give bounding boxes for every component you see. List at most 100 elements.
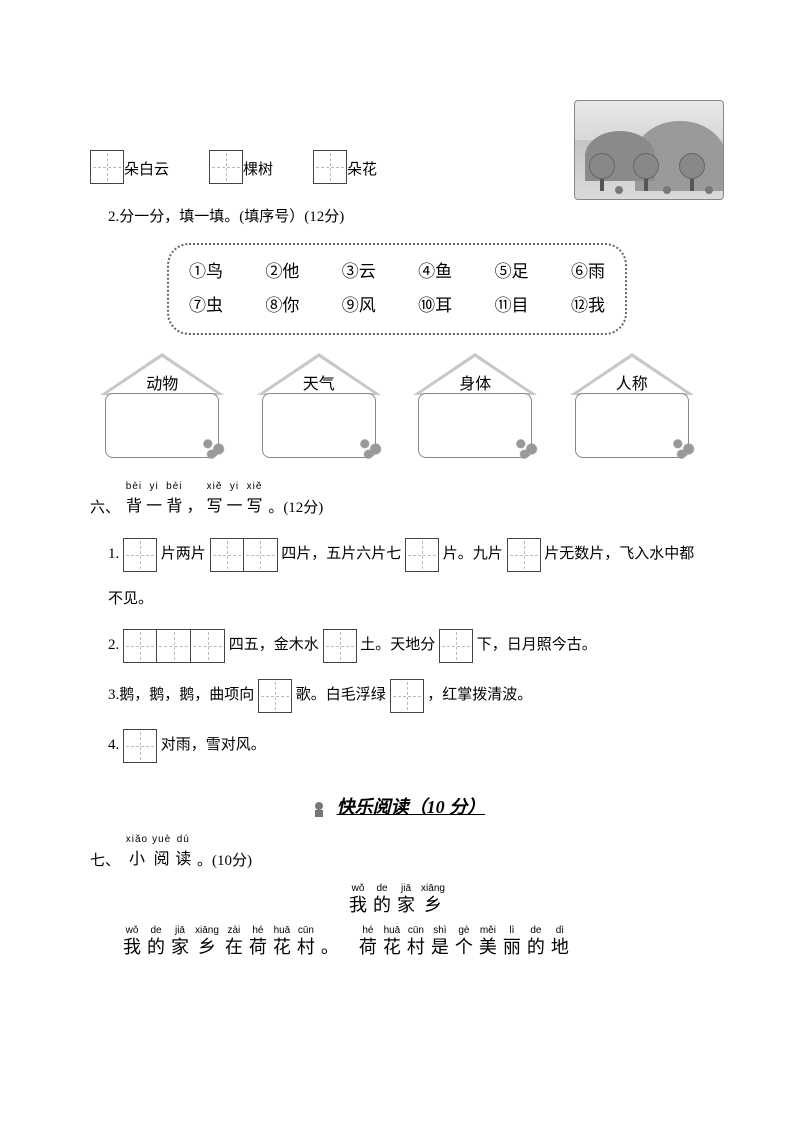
- word-bank: ①鸟 ②他 ③云 ④鱼 ⑤足 ⑥雨 ⑦虫 ⑧你 ⑨风 ⑩耳 ⑪目 ⑫我: [167, 243, 627, 335]
- section7-head: 七、 xiǎo小yuè阅dú读 。(10分): [90, 835, 704, 875]
- pinyin-char: hé荷: [249, 925, 267, 959]
- pinyin-char: yi一: [227, 482, 243, 522]
- section-number: 六、: [90, 500, 120, 516]
- house-label: 动物: [97, 371, 227, 400]
- answer-box[interactable]: [123, 729, 157, 763]
- line-part: 片无数片，飞入水中都: [544, 546, 694, 562]
- house-label: 天气: [254, 371, 384, 400]
- line-part: 下，日月照今古。: [477, 637, 597, 653]
- q6-line1: 1. 片两片 四片，五片六片七 片。九片 片无数片，飞入水中都: [108, 536, 704, 572]
- answer-box[interactable]: [123, 538, 157, 572]
- word-bank-row2: ⑦虫 ⑧你 ⑨风 ⑩耳 ⑪目 ⑫我: [189, 289, 605, 323]
- line-part: 片。九片: [443, 546, 503, 562]
- house-pronoun[interactable]: 人称: [567, 353, 697, 458]
- answer-box[interactable]: [123, 629, 157, 663]
- section6-head: 六、 bèi背yi一bèi背 ，xiě写yi一xiě写 。(12分): [90, 482, 704, 522]
- pinyin-char: zài在: [225, 925, 243, 959]
- pinyin-char: xiě写: [207, 482, 223, 522]
- passage-para1: wǒ我de的jiā家xiāng乡zài在hé荷huā花cūn村 。hé荷huā花…: [120, 925, 704, 959]
- answer-box[interactable]: [191, 629, 225, 663]
- section7-tail: 。(10分): [197, 853, 252, 869]
- wb-item: ⑥雨: [571, 255, 605, 289]
- pinyin-char: shì是: [431, 925, 449, 959]
- pinyin-char: měi美: [479, 925, 497, 959]
- line-part: 4.: [108, 737, 123, 753]
- box-item-3: 朵花: [313, 150, 377, 184]
- house-body[interactable]: 身体: [410, 353, 540, 458]
- answer-box[interactable]: [439, 629, 473, 663]
- box-item-1: 朵白云: [90, 150, 169, 184]
- answer-box[interactable]: [323, 629, 357, 663]
- answer-box[interactable]: [313, 150, 347, 184]
- answer-box[interactable]: [405, 538, 439, 572]
- pinyin-char: de的: [373, 883, 391, 917]
- line-part: 对雨，雪对风。: [161, 737, 266, 753]
- section6-title-pinyin: bèi背yi一bèi背 ，xiě写yi一xiě写: [124, 500, 265, 516]
- q6-line3: 3.鹅，鹅，鹅，曲项向 歌。白毛浮绿 ，红掌拨清波。: [108, 677, 704, 713]
- pinyin-char: jiā家: [397, 883, 415, 917]
- wb-item: ⑨风: [342, 289, 376, 323]
- pinyin-char: lì丽: [503, 925, 521, 959]
- pinyin-char: yuè阅: [152, 835, 171, 875]
- line-part: 1.: [108, 546, 123, 562]
- house-weather[interactable]: 天气: [254, 353, 384, 458]
- passage-title: wǒ我 de的 jiā家 xiāng乡: [90, 883, 704, 917]
- wb-item: ③云: [342, 255, 376, 289]
- answer-box[interactable]: [210, 538, 244, 572]
- line-part: ，红掌拨清波。: [427, 687, 532, 703]
- pinyin-char: huā花: [273, 925, 291, 959]
- answer-box[interactable]: [157, 629, 191, 663]
- wb-item: ④鱼: [418, 255, 452, 289]
- box-label: 朵花: [347, 157, 377, 184]
- category-houses: 动物 天气 身体 人称: [90, 353, 704, 458]
- answer-box[interactable]: [244, 538, 278, 572]
- q6-line2: 2. 四五，金木水 土。天地分 下，日月照今古。: [108, 627, 704, 663]
- answer-box[interactable]: [258, 679, 292, 713]
- q2-instruction: 2.分一分，填一填。(填序号）(12分): [108, 204, 704, 231]
- wb-item: ⑩耳: [418, 289, 452, 323]
- answer-box[interactable]: [390, 679, 424, 713]
- box-label: 朵白云: [124, 157, 169, 184]
- pinyin-char: cūn村: [297, 925, 315, 959]
- pinyin-char: jiā家: [171, 925, 189, 959]
- pinyin-char: ，: [187, 482, 203, 522]
- pinyin-char: yi一: [146, 482, 162, 522]
- line-part: 四五，金木水: [229, 637, 319, 653]
- pinyin-char: 。: [321, 925, 339, 959]
- pinyin-char: wǒ我: [123, 925, 141, 959]
- wb-item: ⑪目: [495, 289, 529, 323]
- q6-line4: 4. 对雨，雪对风。: [108, 727, 704, 763]
- reading-header: 快乐阅读（10 分）: [90, 791, 704, 823]
- reading-title: 快乐阅读（10 分）: [337, 791, 486, 823]
- section6-tail: 。(12分): [268, 500, 323, 516]
- house-label: 身体: [410, 371, 540, 400]
- section-number: 七、: [90, 853, 120, 869]
- word-bank-row1: ①鸟 ②他 ③云 ④鱼 ⑤足 ⑥雨: [189, 255, 605, 289]
- scenery-illustration: [574, 100, 724, 200]
- line-part: 2.: [108, 637, 123, 653]
- mascot-icon: [309, 799, 329, 819]
- pinyin-char: dú读: [175, 835, 191, 875]
- pinyin-char: wǒ我: [349, 883, 367, 917]
- box-item-2: 棵树: [209, 150, 273, 184]
- line-part: 土。天地分: [360, 637, 435, 653]
- pinyin-char: gè个: [455, 925, 473, 959]
- wb-item: ②他: [265, 255, 299, 289]
- house-animal[interactable]: 动物: [97, 353, 227, 458]
- q6-line1-cont: 不见。: [108, 586, 704, 613]
- answer-box[interactable]: [90, 150, 124, 184]
- wb-item: ①鸟: [189, 255, 223, 289]
- box-label: 棵树: [243, 157, 273, 184]
- pinyin-char: xiǎo小: [126, 835, 148, 875]
- pinyin-char: huā花: [383, 925, 401, 959]
- pinyin-char: de的: [527, 925, 545, 959]
- pinyin-char: dì地: [551, 925, 569, 959]
- pinyin-char: hé荷: [359, 925, 377, 959]
- pinyin-char: xiāng乡: [421, 883, 445, 917]
- answer-box[interactable]: [507, 538, 541, 572]
- wb-item: ⑦虫: [189, 289, 223, 323]
- line-part: 四片，五片六片七: [281, 546, 401, 562]
- pinyin-char: de的: [147, 925, 165, 959]
- pinyin-char: cūn村: [407, 925, 425, 959]
- answer-box[interactable]: [209, 150, 243, 184]
